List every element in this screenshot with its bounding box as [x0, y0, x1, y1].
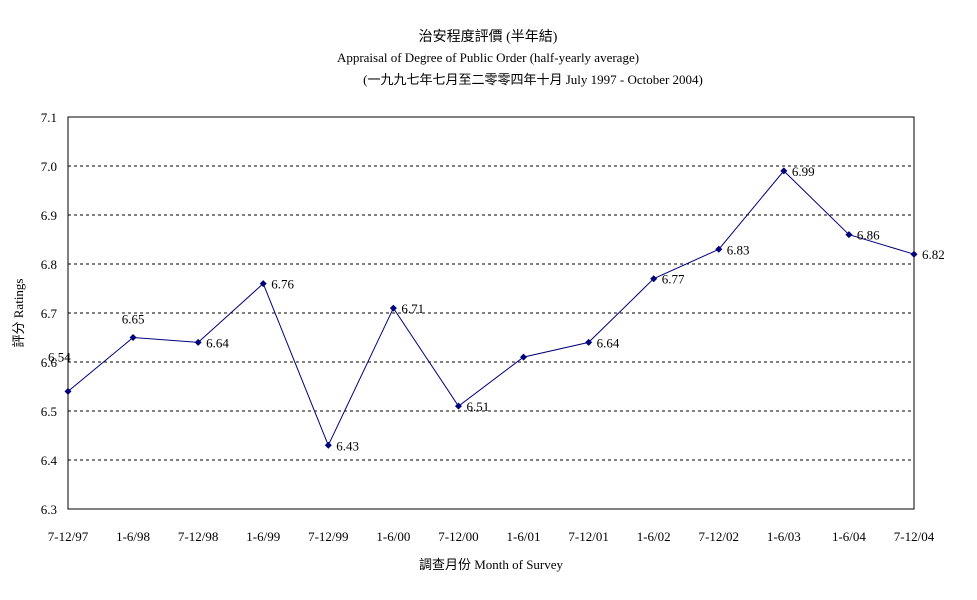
- y-axis-label: 評分 Ratings: [11, 279, 26, 348]
- data-label: 6.71: [401, 301, 424, 316]
- data-point: [845, 231, 853, 239]
- y-tick-label: 6.6: [41, 355, 58, 370]
- data-label: 6.76: [271, 277, 294, 292]
- data-label: 6.86: [857, 228, 880, 243]
- data-point: [194, 338, 202, 346]
- data-point: [324, 441, 332, 449]
- y-tick-label: 6.3: [41, 502, 57, 517]
- data-label: 6.64: [597, 335, 620, 350]
- y-tick-label: 7.0: [41, 159, 57, 174]
- x-tick-label: 1-6/98: [116, 529, 150, 544]
- x-tick-label: 7-12/00: [438, 529, 478, 544]
- data-point: [520, 353, 528, 361]
- data-point: [64, 387, 72, 395]
- grid-lines: [68, 165, 914, 461]
- y-tick-label: 6.5: [41, 404, 57, 419]
- x-tick-label: 1-6/00: [376, 529, 410, 544]
- data-label: 6.43: [336, 438, 359, 453]
- chart-title: 治安程度評價 (半年結): [419, 28, 558, 45]
- chart-period: (一九九七年七月至二零零四年十月 July 1997 - October 200…: [363, 72, 703, 87]
- data-point: [585, 338, 593, 346]
- data-labels: 6.54 6.65 6.64 6.76 6.43 6.71 6.51 6.64 6.77 6.83…: [48, 164, 945, 453]
- data-point: [129, 334, 137, 341]
- x-tick-label: 7-12/97: [48, 529, 89, 544]
- data-label: 6.51: [466, 399, 489, 414]
- data-label: 6.54: [48, 349, 71, 364]
- data-point: [780, 167, 788, 175]
- data-label: 6.77: [662, 272, 685, 287]
- chart-subtitle: Appraisal of Degree of Public Order (hal…: [337, 50, 639, 65]
- x-tick-label: 7-12/01: [568, 529, 608, 544]
- y-tick-label: 7.1: [41, 110, 57, 125]
- data-label: 6.99: [792, 164, 815, 179]
- data-label: 6.65: [122, 312, 145, 327]
- x-tick-label: 1-6/04: [832, 529, 866, 544]
- data-label: 6.83: [727, 242, 750, 257]
- series-line: [67, 170, 915, 447]
- x-tick-label: 1-6/99: [246, 529, 280, 544]
- data-label: 6.64: [206, 335, 229, 350]
- x-tick-labels: 7-12/97 1-6/98 7-12/98 1-6/99 7-12/99 1-6/00 7…: [48, 529, 935, 544]
- data-point: [910, 250, 918, 258]
- x-tick-label: 1-6/03: [767, 529, 801, 544]
- data-point: [715, 245, 723, 253]
- data-points: [64, 167, 918, 449]
- data-point: [650, 275, 658, 283]
- x-tick-label: 1-6/02: [637, 529, 671, 544]
- y-tick-label: 6.4: [41, 453, 58, 468]
- x-tick-label: 7-12/99: [308, 529, 348, 544]
- y-tick-labels: 6.3 6.4 6.5 6.6 6.7 6.8 6.9 7.0 7.1: [41, 110, 58, 517]
- plot-frame: [67, 116, 915, 510]
- data-label: 6.82: [922, 247, 945, 262]
- x-axis-label: 調查月份 Month of Survey: [419, 557, 564, 572]
- y-tick-label: 6.7: [41, 306, 58, 321]
- data-point: [454, 402, 462, 410]
- y-tick-label: 6.8: [41, 257, 57, 272]
- x-tick-label: 7-12/02: [699, 529, 739, 544]
- x-tick-label: 1-6/01: [507, 529, 541, 544]
- y-tick-label: 6.9: [41, 208, 57, 223]
- x-tick-label: 7-12/04: [894, 529, 935, 544]
- data-point: [389, 304, 397, 312]
- data-point: [259, 280, 267, 288]
- x-tick-label: 7-12/98: [178, 529, 218, 544]
